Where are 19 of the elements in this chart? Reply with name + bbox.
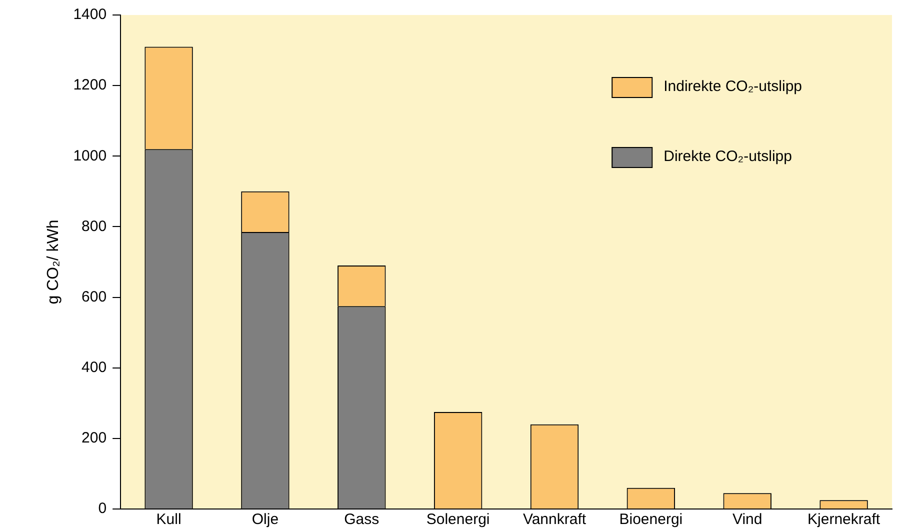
- x-tick-label: Kjernekraft: [808, 511, 881, 528]
- y-tick-label: 200: [82, 430, 107, 447]
- y-tick-label: 1200: [73, 76, 107, 94]
- y-tick-label: 800: [82, 218, 107, 235]
- x-tick-label: Vind: [732, 511, 762, 528]
- x-tick-label: Gass: [344, 511, 380, 528]
- y-tick-label: 1400: [73, 6, 107, 24]
- y-axis-title: g CO₂/ kWh: [45, 220, 62, 304]
- y-tick-label: 0: [98, 500, 107, 518]
- legend-label: Direkte CO₂-utslipp: [664, 148, 792, 166]
- x-tick-label: Olje: [252, 511, 279, 528]
- y-tick-label: 400: [82, 359, 107, 376]
- x-tick-label: Bioenergi: [619, 511, 683, 528]
- x-tick-label: Vannkraft: [522, 511, 587, 528]
- x-tick-label: Kull: [156, 511, 182, 528]
- y-tick-label: 600: [82, 288, 107, 306]
- y-tick-label: 1000: [73, 147, 107, 164]
- x-tick-label: Solenergi: [426, 511, 490, 528]
- legend-label: Indirekte CO₂-utslipp: [664, 78, 802, 96]
